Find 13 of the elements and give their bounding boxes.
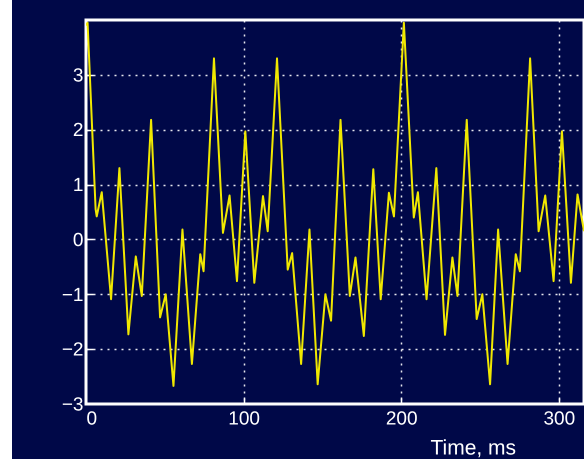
y-tick-label: 2 bbox=[72, 120, 84, 142]
x-tick-label: 300 bbox=[543, 408, 576, 430]
y-tick-label: 0 bbox=[72, 230, 84, 251]
line-series bbox=[86, 22, 584, 387]
y-tick-label: −1 bbox=[62, 284, 84, 306]
y-tick-label: −2 bbox=[62, 340, 84, 361]
x-axis-title: Time, ms bbox=[430, 436, 516, 459]
x-tick-label: 0 bbox=[86, 408, 98, 430]
x-tick-label: 200 bbox=[386, 408, 418, 430]
y-tick-label: 3 bbox=[72, 65, 84, 86]
y-tick-label: −3 bbox=[62, 394, 84, 416]
y-tick-label: 1 bbox=[72, 175, 84, 196]
x-tick-label: 100 bbox=[228, 408, 260, 430]
